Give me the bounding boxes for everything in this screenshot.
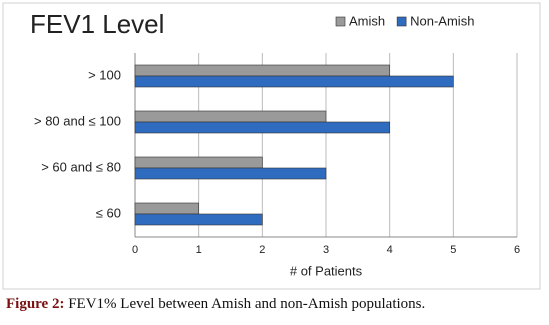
legend-swatch (396, 16, 407, 27)
x-tick-label: 6 (514, 244, 520, 256)
caption-text: FEV1% Level between Amish and non-Amish … (68, 296, 426, 312)
x-axis-label: # of Patients (290, 263, 363, 278)
bar (134, 64, 390, 77)
x-tick-label: 4 (387, 244, 393, 256)
x-tick-label: 5 (450, 244, 456, 256)
caption: Figure 2: FEV1% Level between Amish and … (6, 296, 425, 313)
chart-frame (2, 2, 541, 290)
x-tick-label: 1 (196, 244, 202, 256)
y-tick-label: > 80 and ≤ 100 (34, 113, 121, 128)
y-tick-label: ≤ 60 (96, 205, 121, 220)
x-tick-label: 3 (323, 244, 329, 256)
x-tick-label: 2 (259, 244, 265, 256)
y-tick-label: > 100 (88, 67, 121, 82)
legend-label: Non-Amish (410, 13, 474, 28)
legend-label: Amish (349, 13, 385, 28)
bar (134, 110, 327, 123)
bar (134, 121, 390, 134)
chart-title: FEV1 Level (30, 9, 164, 39)
bar (134, 167, 327, 180)
x-tick-label: 0 (132, 244, 138, 256)
y-tick-label: > 60 and ≤ 80 (41, 159, 121, 174)
chart: FEV1 Level # of Patients 0 1 2 3 4 5 6 > 100 > 8… (2, 2, 541, 290)
bar (134, 202, 199, 215)
bar (134, 213, 263, 226)
legend-swatch (335, 16, 346, 27)
bar (134, 75, 454, 88)
caption-label: Figure 2: (6, 296, 65, 312)
bar (134, 156, 263, 169)
